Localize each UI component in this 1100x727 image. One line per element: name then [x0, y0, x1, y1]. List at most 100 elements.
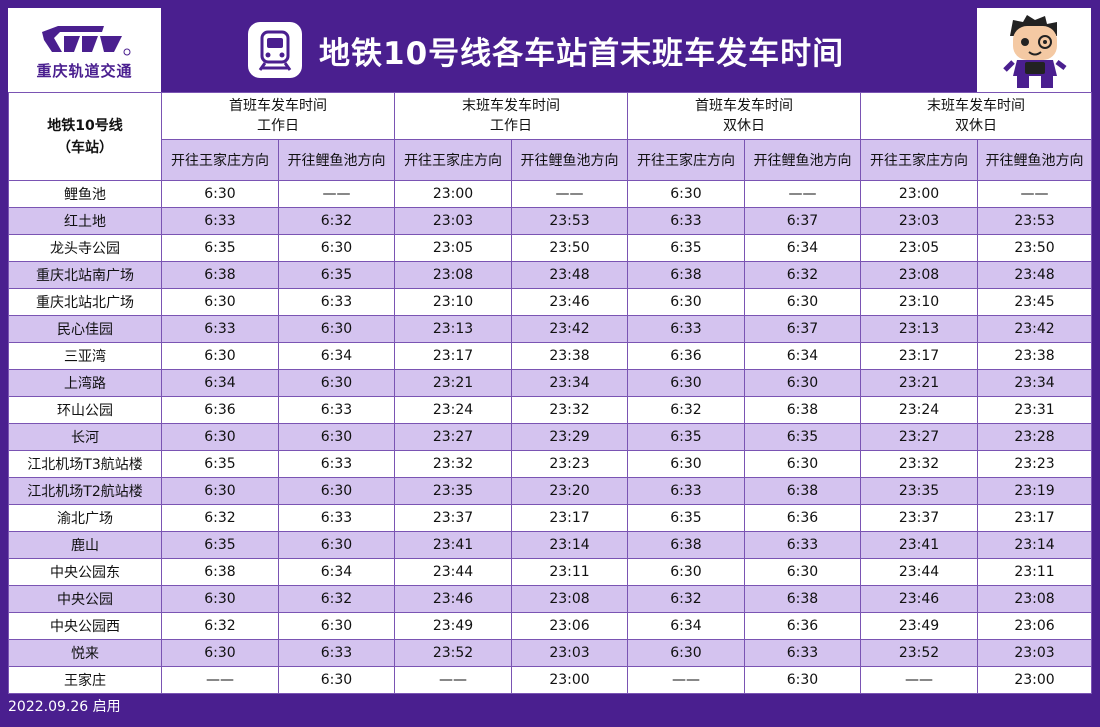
departure-time: 23:27	[860, 423, 978, 451]
departure-time: 23:06	[511, 612, 628, 640]
departure-time: 23:27	[394, 423, 512, 451]
departure-time: 23:29	[511, 423, 628, 451]
departure-time: 6:38	[627, 531, 745, 559]
station-name: 重庆北站南广场	[8, 261, 162, 289]
departure-time: 6:38	[627, 261, 745, 289]
mascot-figure	[977, 8, 1091, 92]
station-name: 江北机场T3航站楼	[8, 450, 162, 478]
departure-time: 6:30	[744, 450, 861, 478]
station-name: 重庆北站北广场	[8, 288, 162, 316]
station-name: 中央公园	[8, 585, 162, 613]
departure-time: 23:23	[511, 450, 628, 478]
direction-header: 开往王家庄方向	[161, 139, 279, 181]
departure-time: 23:14	[511, 531, 628, 559]
departure-time: 23:24	[860, 396, 978, 424]
departure-time: 23:32	[394, 450, 512, 478]
departure-time: ——	[394, 666, 512, 694]
departure-time: 6:30	[278, 666, 395, 694]
departure-time: 23:52	[394, 639, 512, 667]
departure-time: 6:30	[627, 639, 745, 667]
departure-time: 23:41	[394, 531, 512, 559]
departure-time: 23:05	[860, 234, 978, 262]
departure-time: ——	[860, 666, 978, 694]
departure-time: 6:33	[161, 315, 279, 343]
group-header-line1: 首班车发车时间	[229, 98, 327, 114]
departure-time: 23:53	[977, 207, 1092, 235]
departure-time: 6:35	[627, 234, 745, 262]
station-name: 江北机场T2航站楼	[8, 477, 162, 505]
departure-time: 6:30	[161, 288, 279, 316]
departure-time: 6:30	[744, 288, 861, 316]
departure-time: 6:36	[744, 612, 861, 640]
departure-time: 23:21	[394, 369, 512, 397]
departure-time: 23:46	[511, 288, 628, 316]
table-row: 三亚湾 6:30 6:34 23:17 23:38 6:36 6:34 23:17 23:38	[8, 342, 1092, 370]
departure-time: 6:33	[278, 396, 395, 424]
departure-time: 23:00	[394, 180, 512, 208]
departure-time: 6:34	[744, 342, 861, 370]
departure-time: 6:33	[278, 450, 395, 478]
group-header-line1: 末班车发车时间	[927, 98, 1025, 114]
station-name: 三亚湾	[8, 342, 162, 370]
departure-time: 23:46	[394, 585, 512, 613]
station-name: 环山公园	[8, 396, 162, 424]
departure-time: 6:35	[627, 504, 745, 532]
departure-time: 6:34	[627, 612, 745, 640]
page-title: 地铁10号线各车站首末班车发车时间	[319, 36, 845, 72]
departure-time: 23:21	[860, 369, 978, 397]
departure-time: 23:08	[860, 261, 978, 289]
departure-time: 6:34	[744, 234, 861, 262]
departure-time: 23:17	[977, 504, 1092, 532]
departure-time: 6:35	[744, 423, 861, 451]
table-row: 王家庄 —— 6:30 —— 23:00 —— 6:30 —— 23:00	[8, 666, 1092, 694]
departure-time: 23:46	[860, 585, 978, 613]
departure-time: 6:30	[744, 369, 861, 397]
timetable-body: 鲤鱼池 6:30 —— 23:00 —— 6:30 —— 23:00 —— 红土地 6:33 6:32…	[8, 180, 1092, 694]
departure-time: 23:00	[977, 666, 1092, 694]
station-name: 红土地	[8, 207, 162, 235]
departure-time: 6:30	[278, 234, 395, 262]
departure-time: 6:30	[278, 477, 395, 505]
departure-time: 6:35	[161, 450, 279, 478]
departure-time: 23:19	[977, 477, 1092, 505]
group-header-line1: 末班车发车时间	[462, 98, 560, 114]
direction-header: 开往王家庄方向	[627, 139, 745, 181]
timetable: 地铁10号线 （车站） 首班车发车时间 工作日 末班车发车时间 工作日 首班车发…	[8, 92, 1092, 694]
departure-time: 6:36	[161, 396, 279, 424]
departure-time: 6:37	[744, 207, 861, 235]
table-row: 长河 6:30 6:30 23:27 23:29 6:35 6:35 23:27 23:28	[8, 423, 1092, 451]
departure-time: 6:30	[627, 558, 745, 586]
departure-time: 6:35	[161, 234, 279, 262]
departure-time: ——	[744, 180, 861, 208]
departure-time: 23:03	[977, 639, 1092, 667]
departure-time: 6:30	[627, 288, 745, 316]
departure-time: 6:30	[161, 477, 279, 505]
departure-time: 6:33	[278, 639, 395, 667]
departure-time: 23:05	[394, 234, 512, 262]
departure-time: 6:35	[278, 261, 395, 289]
table-row: 中央公园东 6:38 6:34 23:44 23:11 6:30 6:30 23:44 23:1…	[8, 558, 1092, 586]
station-name: 中央公园东	[8, 558, 162, 586]
departure-time: 23:52	[860, 639, 978, 667]
departure-time: 23:50	[511, 234, 628, 262]
header-row-directions: 开往王家庄方向 开往鲤鱼池方向 开往王家庄方向 开往鲤鱼池方向 开往王家庄方向 …	[9, 139, 1092, 181]
departure-time: 6:38	[161, 261, 279, 289]
departure-time: 6:37	[744, 315, 861, 343]
departure-time: 6:34	[161, 369, 279, 397]
departure-time: 23:00	[511, 666, 628, 694]
group-header-line2: 工作日	[490, 118, 532, 134]
departure-time: 6:35	[161, 531, 279, 559]
departure-time: 6:32	[278, 207, 395, 235]
table-row: 红土地 6:33 6:32 23:03 23:53 6:33 6:37 23:03 23:53	[8, 207, 1092, 235]
table-row: 重庆北站北广场 6:30 6:33 23:10 23:46 6:30 6:30 23:10 23…	[8, 288, 1092, 316]
departure-time: 23:13	[394, 315, 512, 343]
departure-time: 23:37	[860, 504, 978, 532]
station-name: 鹿山	[8, 531, 162, 559]
table-row: 中央公园西 6:32 6:30 23:49 23:06 6:34 6:36 23:49 23:0…	[8, 612, 1092, 640]
departure-time: 23:03	[511, 639, 628, 667]
group-header: 末班车发车时间 工作日	[394, 92, 628, 140]
table-row: 龙头寺公园 6:35 6:30 23:05 23:50 6:35 6:34 23:05 23:5…	[8, 234, 1092, 262]
departure-time: 23:24	[394, 396, 512, 424]
table-row: 江北机场T2航站楼 6:30 6:30 23:35 23:20 6:33 6:38 23:35…	[8, 477, 1092, 505]
station-name: 渝北广场	[8, 504, 162, 532]
